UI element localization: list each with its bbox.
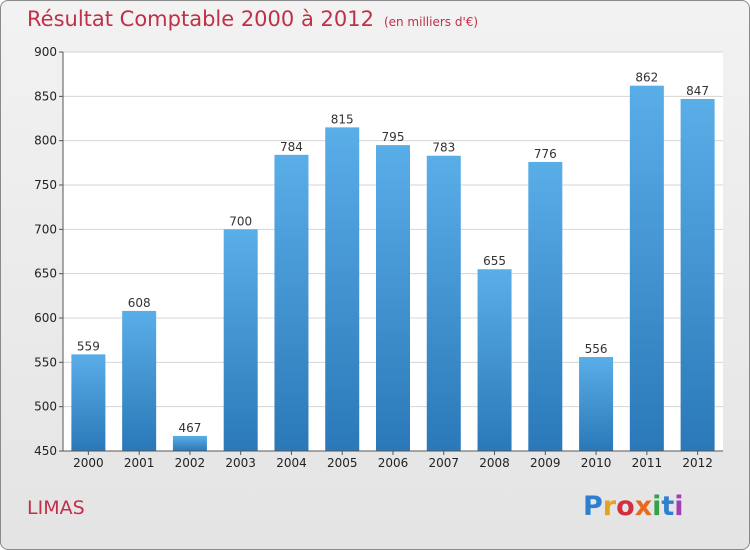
data-label-2006: 795 [382,130,405,144]
bars [71,85,715,452]
bar-2002 [172,435,207,451]
data-label-2002: 467 [178,421,201,435]
x-tick-label-2009: 2009 [530,456,561,470]
logo-letter: t [661,491,675,522]
data-label-2000: 559 [77,339,100,353]
data-label-2003: 700 [229,214,252,228]
bar-2008 [477,269,512,451]
bar-2007 [426,155,461,452]
x-tick-label-2007: 2007 [428,456,459,470]
y-tick-label: 600 [34,311,57,325]
y-tick-label: 800 [34,134,57,148]
bar-2003 [223,229,258,451]
y-tick-label: 700 [34,222,57,236]
x-tick-label-2001: 2001 [124,456,155,470]
title-text: Résultat Comptable 2000 à 2012 [27,7,374,31]
labels: 559 608 467 700 784 815 795 783 655 776 556 862 847 [77,71,709,435]
x-tick-label-2004: 2004 [276,456,307,470]
x-tick-label-2008: 2008 [479,456,510,470]
bar-2006 [376,145,410,451]
bar-2010 [579,357,614,451]
x-tick-label-2012: 2012 [682,456,713,470]
logo-letter: x [634,491,653,522]
place-name: LIMAS [27,497,85,519]
y-tick-label: 650 [34,267,57,281]
y-tick-label: 450 [34,444,57,458]
proxiti-logo[interactable]: Proxiti [583,491,684,522]
bar-2004 [274,154,309,451]
y-tick-label: 850 [34,89,57,103]
bar-2009 [528,161,563,452]
bar-2000 [71,354,106,451]
logo-letter: r [602,491,617,522]
y-tick-label: 750 [34,178,57,192]
bar-2001 [122,310,157,451]
y-tick-label: 500 [34,400,57,414]
x-tick-label-2003: 2003 [225,456,256,470]
data-label-2009: 776 [534,147,557,161]
logo-letter: o [616,491,635,522]
x-tick-label-2002: 2002 [175,456,206,470]
x-tick-label-2005: 2005 [327,456,358,470]
x-tick-label-2010: 2010 [581,456,612,470]
data-label-2007: 783 [432,141,455,155]
axes: 450 500 550 600 650 700 750 800 850 900 2000 2001 20… [34,45,723,470]
data-label-2004: 784 [280,140,303,154]
chart-title: Résultat Comptable 2000 à 2012 (en millie… [27,7,478,31]
data-label-2012: 847 [686,84,709,98]
data-label-2005: 815 [331,112,354,126]
logo-letter: P [583,491,603,522]
data-label-2008: 655 [483,254,506,268]
logo-letter: i [652,491,662,522]
x-tick-label-2006: 2006 [378,456,409,470]
data-label-2010: 556 [585,342,608,356]
x-tick-label-2000: 2000 [73,456,104,470]
bar-2012 [680,98,715,451]
y-tick-label: 900 [34,45,57,59]
x-tick-label-2011: 2011 [632,456,663,470]
data-label-2011: 862 [635,71,658,85]
bar-2005 [325,127,360,451]
y-tick-label: 550 [34,355,57,369]
logo-letter: i [674,491,684,522]
data-label-2001: 608 [128,296,151,310]
bar-2011 [629,85,664,452]
chart-subtitle: (en milliers d'€) [383,15,479,29]
